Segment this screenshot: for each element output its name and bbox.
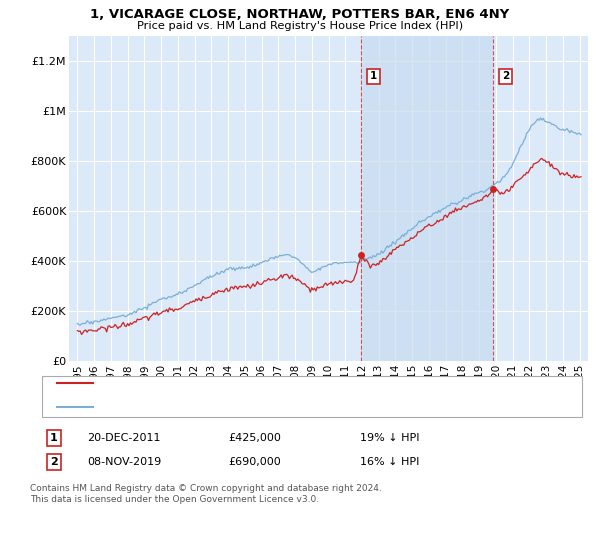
Text: 2: 2 (502, 71, 509, 81)
Text: 1, VICARAGE CLOSE, NORTHAW, POTTERS BAR, EN6 4NY (detached house): 1, VICARAGE CLOSE, NORTHAW, POTTERS BAR,… (99, 378, 487, 388)
Text: 19% ↓ HPI: 19% ↓ HPI (360, 433, 419, 443)
Bar (361, 36, 493, 361)
Text: £425,000: £425,000 (228, 433, 281, 443)
Text: £690,000: £690,000 (228, 457, 281, 467)
Text: 20-DEC-2011: 20-DEC-2011 (87, 433, 161, 443)
Text: Contains HM Land Registry data © Crown copyright and database right 2024.
This d: Contains HM Land Registry data © Crown c… (30, 484, 382, 504)
Text: 16% ↓ HPI: 16% ↓ HPI (360, 457, 419, 467)
Text: 2: 2 (50, 457, 58, 467)
Text: HPI: Average price, detached house, Welwyn Hatfield: HPI: Average price, detached house, Welw… (99, 402, 376, 412)
Text: Price paid vs. HM Land Registry's House Price Index (HPI): Price paid vs. HM Land Registry's House … (137, 21, 463, 31)
Text: 1: 1 (50, 433, 58, 443)
Text: 08-NOV-2019: 08-NOV-2019 (87, 457, 161, 467)
Text: 1, VICARAGE CLOSE, NORTHAW, POTTERS BAR, EN6 4NY: 1, VICARAGE CLOSE, NORTHAW, POTTERS BAR,… (91, 8, 509, 21)
Text: 1: 1 (370, 71, 377, 81)
